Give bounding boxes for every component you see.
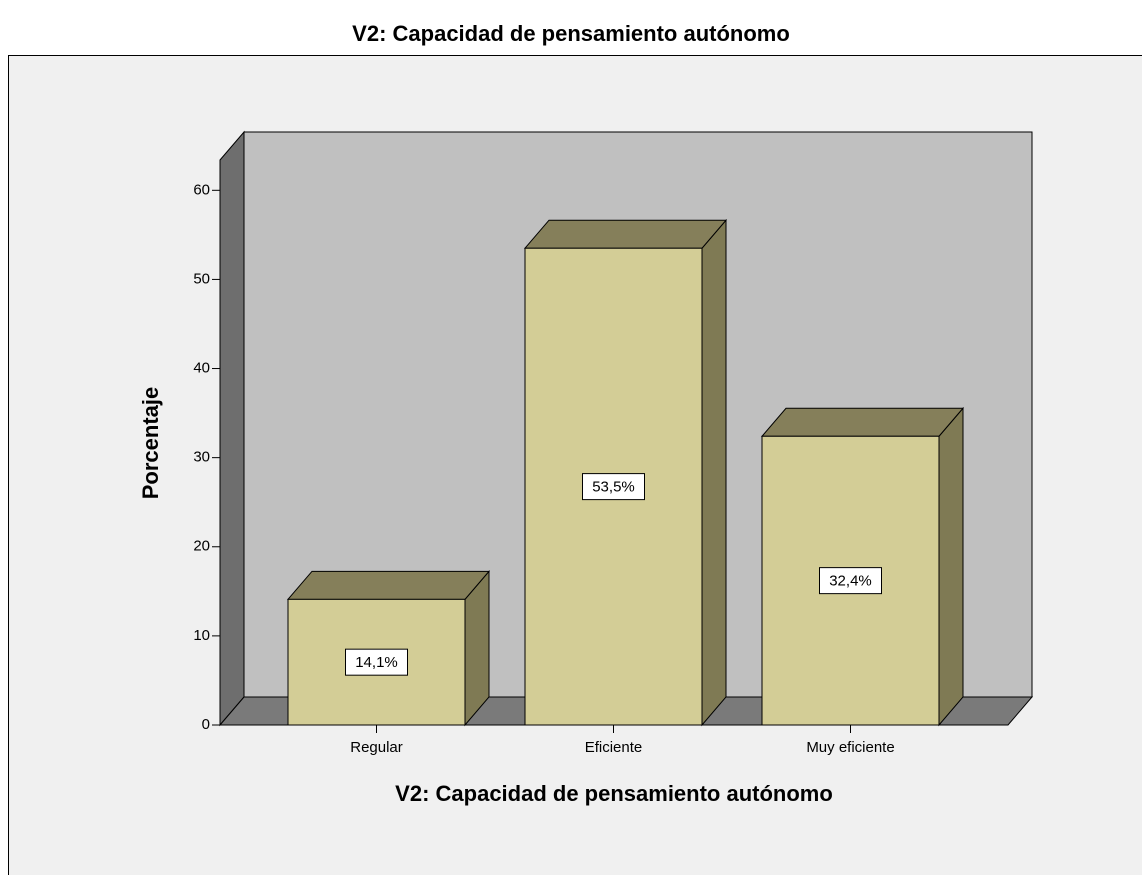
- bar-side: [938, 406, 964, 727]
- bar-top: [286, 570, 491, 600]
- x-tick-label: Eficiente: [585, 739, 643, 756]
- y-axis-label: Porcentaje: [138, 387, 163, 500]
- bar-top: [523, 219, 728, 249]
- x-tick-label: Muy eficiente: [806, 739, 894, 756]
- y-tick-label: 0: [202, 716, 210, 733]
- y-tick-label: 20: [193, 538, 210, 555]
- y-tick-label: 30: [193, 449, 210, 466]
- value-label-box: [345, 648, 408, 676]
- value-label: 14,1%: [355, 654, 398, 671]
- value-label: 32,4%: [829, 573, 872, 590]
- y-tick-label: 60: [193, 181, 210, 198]
- value-label-box: [582, 473, 645, 501]
- chart-title: V2: Capacidad de pensamiento autónomo: [352, 21, 790, 46]
- bar-top: [760, 407, 965, 437]
- x-tick-label: Regular: [350, 739, 403, 756]
- left-wall: [219, 130, 245, 727]
- value-label-box: [819, 567, 882, 595]
- y-tick-label: 40: [193, 360, 210, 377]
- y-tick-label: 10: [193, 627, 210, 644]
- y-tick-label: 50: [193, 270, 210, 287]
- x-axis-label: V2: Capacidad de pensamiento autónomo: [395, 781, 833, 806]
- value-label: 53,5%: [592, 479, 635, 496]
- bar-side: [701, 218, 727, 727]
